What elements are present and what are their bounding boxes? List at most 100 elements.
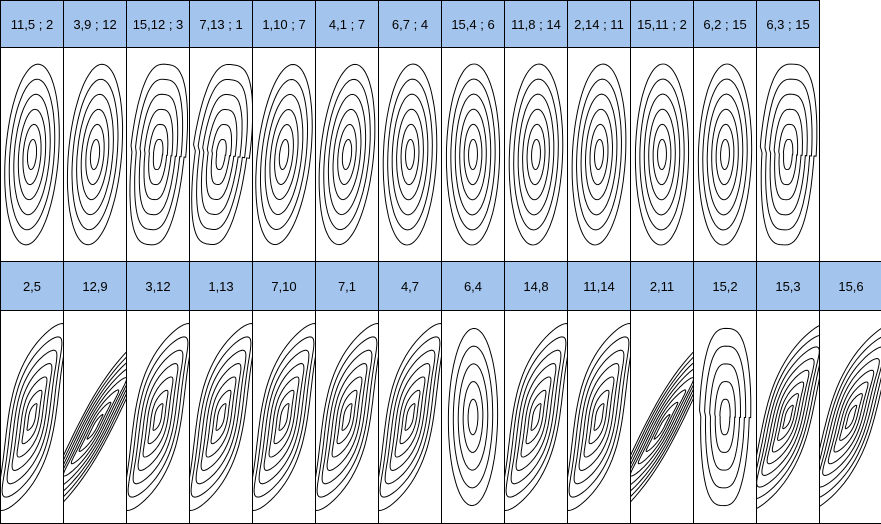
contour-ring [505, 336, 567, 498]
contour-ring [205, 376, 237, 458]
contour-ring [318, 63, 376, 246]
contour-ring [264, 93, 304, 216]
contour-ring [764, 78, 813, 231]
plot-label: 4,7 [378, 261, 442, 311]
contour-lines [191, 63, 252, 246]
contour-ring [253, 336, 315, 498]
contour-ring [757, 346, 819, 488]
plot-label: 6,2 ; 15 [693, 0, 757, 48]
contour-ring [379, 323, 441, 511]
contour-ring [757, 325, 819, 509]
contour-ring [589, 123, 609, 186]
contour-ring [16, 376, 48, 458]
contour-ring [578, 363, 620, 471]
plot-label: 15,11 ; 2 [630, 0, 694, 48]
contour-ring [316, 323, 378, 511]
contour-ring [839, 393, 863, 441]
contour-ring [525, 389, 547, 445]
contour-ring [468, 138, 478, 171]
plot-label: 4,1 ; 7 [315, 0, 379, 48]
contour-ring [4, 63, 60, 246]
plot-label: 14,8 [504, 261, 568, 311]
contour-lines [697, 63, 753, 246]
contour-ring [86, 414, 104, 440]
contour-ring [278, 403, 290, 431]
contour-ring [80, 108, 110, 201]
contour-ring [631, 377, 693, 477]
contour-ring [452, 345, 494, 489]
contour-plot [756, 47, 820, 262]
contour-ring [822, 358, 880, 476]
contour-ring [147, 389, 169, 445]
plot-label: 7,10 [252, 261, 316, 311]
contour-ring [517, 93, 555, 216]
contour-ring [148, 123, 169, 186]
contour-ring [273, 389, 295, 445]
contour-ring [152, 138, 164, 171]
contour-ring [17, 108, 47, 201]
contour-ring [759, 63, 818, 246]
contour-ring [85, 123, 105, 186]
contour-ring [699, 327, 752, 507]
contour-lines [64, 351, 126, 503]
contour-ring [394, 376, 426, 458]
contour-plot [315, 47, 379, 262]
contour-ring [336, 389, 358, 445]
contour-ring [70, 389, 120, 465]
plot-label: 15,4 ; 6 [441, 0, 505, 48]
contour-ring [384, 349, 436, 485]
contour-ring [777, 393, 799, 441]
contour-ring [382, 63, 438, 246]
contour-plot [378, 47, 442, 262]
contour-ring [331, 376, 363, 458]
contour-ring [844, 404, 858, 430]
contour-ring [720, 138, 730, 171]
contour-ring [259, 79, 309, 230]
contour-lines [568, 323, 630, 511]
contour-ring [526, 123, 546, 186]
contour-lines [66, 63, 124, 246]
contour-lines [379, 323, 441, 511]
plot-label: 12,9 [63, 261, 127, 311]
contour-ring [316, 336, 378, 498]
contour-plot [630, 310, 694, 524]
plot-label: 7,13 ; 1 [189, 0, 253, 48]
contour-ring [530, 403, 542, 431]
contour-lines [699, 327, 752, 507]
contour-ring [323, 78, 371, 231]
contour-ring [766, 369, 810, 465]
contour-ring [274, 123, 294, 186]
contour-ring [152, 403, 164, 431]
contour-ring [205, 109, 238, 200]
contour-ring [576, 78, 622, 231]
contour-ring [127, 323, 189, 511]
plot-label: 2,5 [0, 261, 64, 311]
contour-ring [643, 93, 681, 216]
contour-ring [634, 63, 690, 246]
contour-ring [200, 363, 242, 471]
contour-ring [89, 138, 101, 171]
contour-ring [326, 363, 368, 471]
contour-plot [441, 310, 505, 524]
contour-lines [820, 327, 881, 507]
contour-ring [508, 63, 564, 246]
contour-plot [189, 47, 253, 262]
contour-ring [258, 349, 310, 485]
contour-plot [126, 310, 190, 524]
plot-label: 6,7 ; 4 [378, 0, 442, 48]
contour-plot [252, 310, 316, 524]
contour-ring [778, 123, 799, 186]
contour-ring [64, 368, 126, 485]
contour-plot [126, 47, 190, 262]
contour-ring [278, 139, 290, 170]
contour-plot [189, 310, 253, 524]
contour-lines [759, 63, 818, 246]
contour-ring [341, 403, 353, 431]
contour-plot [693, 310, 757, 524]
contour-ring [820, 346, 881, 488]
contour-ring [457, 363, 489, 471]
contour-ring [253, 323, 315, 511]
contour-ring [137, 363, 179, 471]
contour-ring [467, 398, 479, 436]
contour-lines [253, 323, 315, 511]
